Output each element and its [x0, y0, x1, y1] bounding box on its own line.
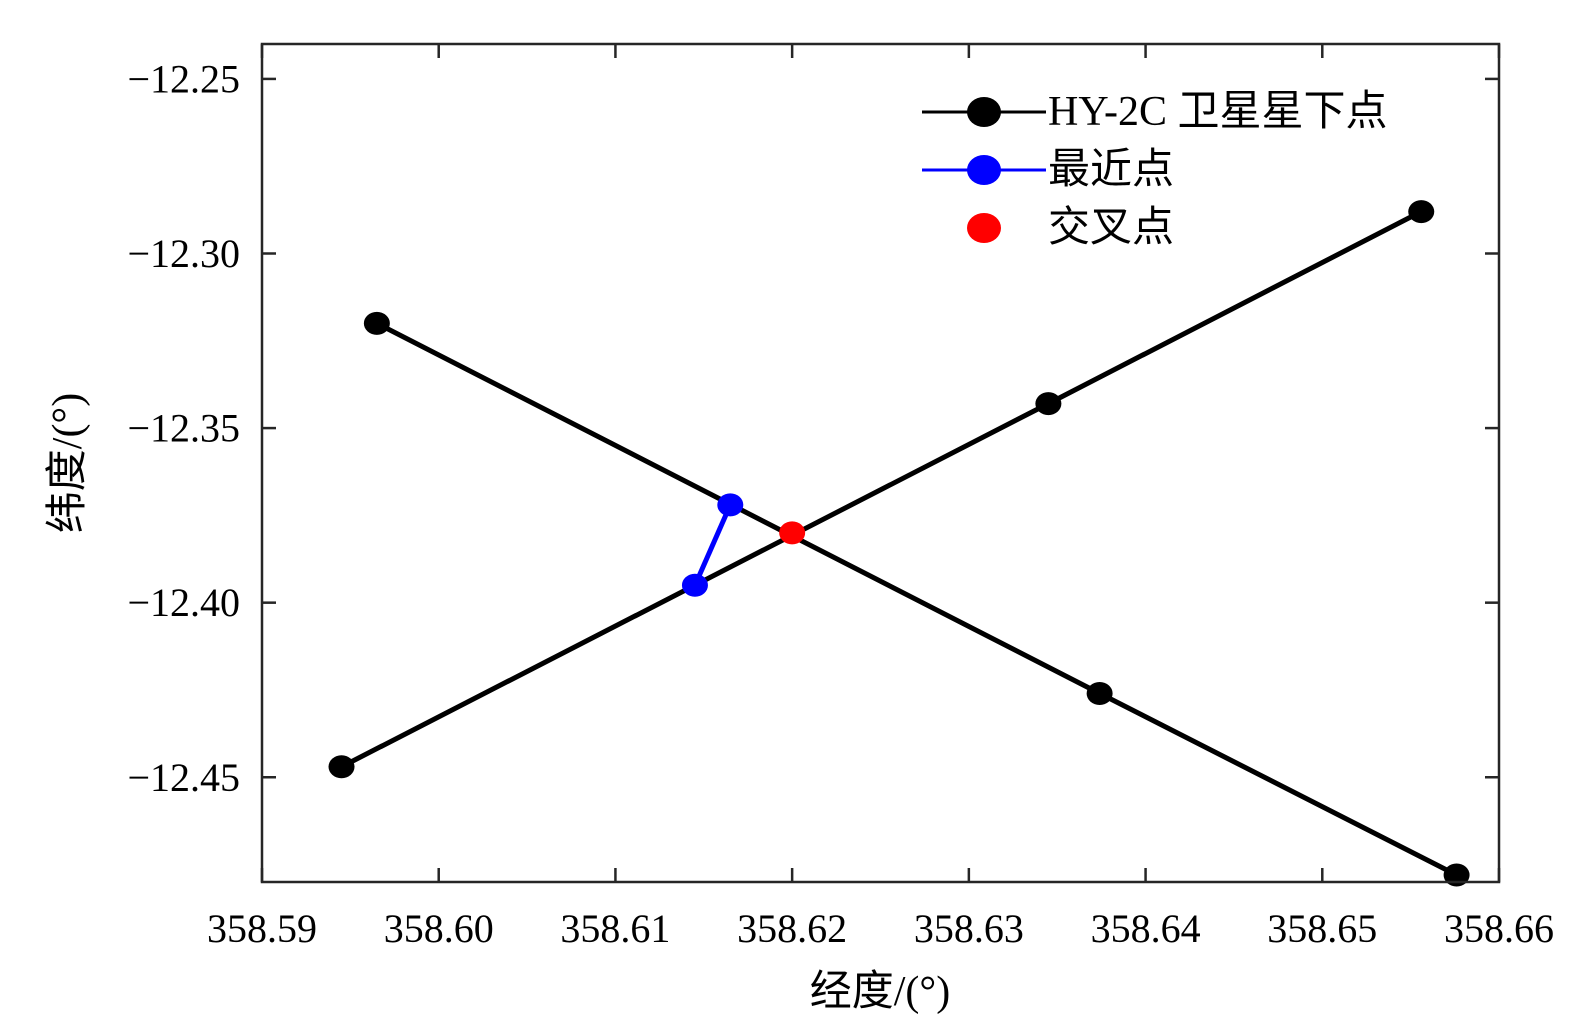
x-tick-label: 358.60 — [384, 906, 494, 951]
y-tick-label: −12.40 — [127, 580, 240, 625]
legend-swatch-marker — [967, 97, 1001, 127]
x-axis-label: 经度/(°) — [810, 969, 950, 1015]
x-tick-label: 358.63 — [914, 906, 1024, 951]
track-point-1 — [1035, 392, 1062, 416]
x-tick-label: 358.66 — [1444, 906, 1554, 951]
nearest-point-0 — [717, 493, 744, 517]
legend-label: 最近点 — [1048, 147, 1174, 193]
nearest-line — [692, 503, 733, 587]
nearest-point-1 — [681, 573, 708, 597]
legend-label: HY-2C 卫星星下点 — [1048, 89, 1388, 135]
x-tick-label: 358.61 — [560, 906, 670, 951]
y-tick-label: −12.45 — [127, 755, 240, 800]
track-point-0 — [328, 755, 355, 779]
y-axis-label: 纬度/(°) — [45, 393, 91, 533]
y-tick-label: −12.25 — [127, 56, 240, 101]
track-point-0 — [363, 311, 390, 335]
series-layer — [328, 200, 1470, 887]
x-tick-label: 358.65 — [1267, 906, 1377, 951]
series-crossover-3 — [779, 521, 806, 545]
legend-swatch-marker — [967, 213, 1001, 243]
tick-layer: 358.59 358.60 358.61 358.62 358.63 358.64 358.… — [127, 44, 1554, 951]
track-point-1 — [1086, 681, 1113, 705]
x-tick-label: 358.64 — [1091, 906, 1201, 951]
track-point-2 — [1408, 200, 1435, 224]
legend-swatch-marker — [967, 155, 1001, 185]
legend-label: 交叉点 — [1048, 204, 1174, 251]
legend-item-nearest: 最近点 — [922, 147, 1174, 193]
y-tick-label: −12.30 — [127, 231, 240, 276]
x-tick-label: 358.59 — [207, 906, 317, 951]
legend-item-crossover: 交叉点 — [967, 204, 1174, 251]
y-tick-label: −12.35 — [127, 406, 240, 451]
x-tick-label: 358.62 — [737, 906, 847, 951]
crossover-point-0 — [779, 521, 806, 545]
plot-area — [262, 44, 1499, 882]
series-track-1 — [328, 200, 1435, 779]
legend-item-track: HY-2C 卫星星下点 — [922, 89, 1388, 135]
axes-box — [260, 42, 1501, 884]
series-nearest-2 — [681, 493, 744, 597]
